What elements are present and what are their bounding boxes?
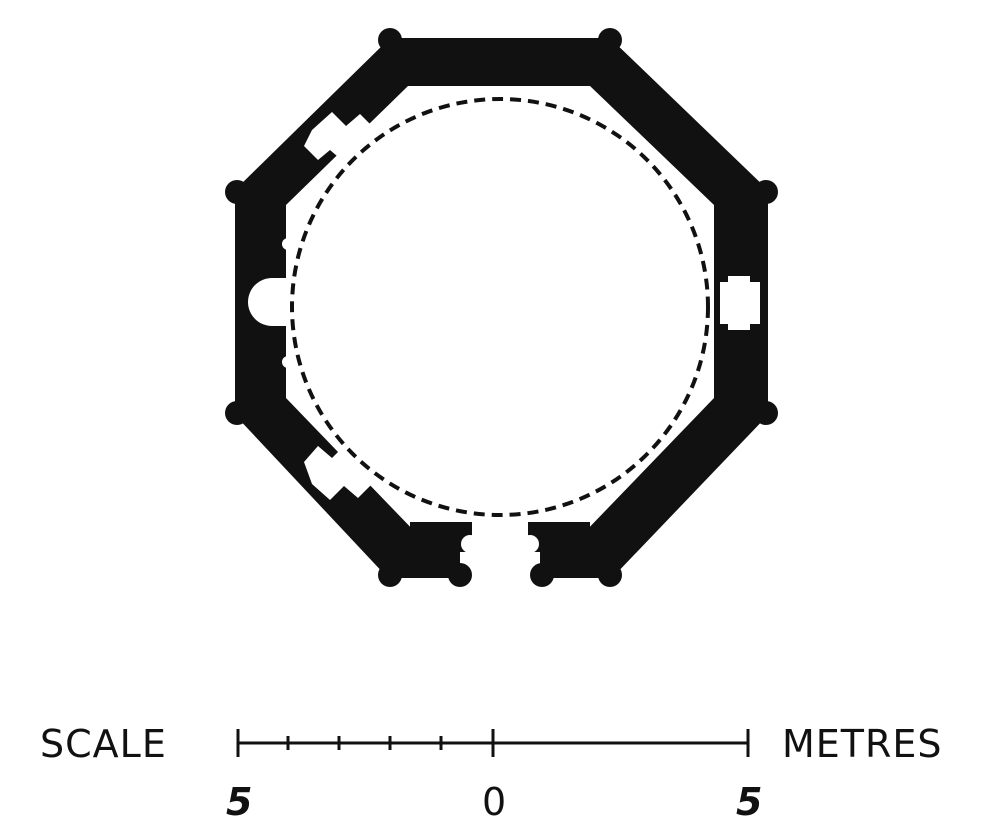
corner-column [754,401,778,425]
octagon-wall-ring [235,38,768,578]
niche-left-apse [248,278,288,326]
left-wall-bumps [282,238,294,368]
corner-columns [225,28,778,587]
door-jamb-left-end [461,535,479,553]
scale-tick-label-zero: 0 [482,780,506,824]
corner-column [754,180,778,204]
corner-column [378,563,402,587]
niche-right-inner [728,276,750,330]
niche-upper-left [304,112,378,162]
corner-column [378,28,402,52]
scale-ticks [236,729,750,757]
scale-label: SCALE [40,722,167,766]
building-walls [225,28,778,590]
scale-bar: SCALE METRES 5 0 5 [40,722,943,824]
door-jamb-right-end [521,535,539,553]
corner-column [598,563,622,587]
corner-column [598,28,622,52]
corner-column [225,180,249,204]
corner-column [530,563,554,587]
corner-column [225,401,249,425]
corner-column [448,563,472,587]
scale-unit-label: METRES [782,722,943,766]
scale-tick-label-right: 5 [736,780,762,824]
scale-tick-label-left: 5 [226,780,252,824]
dome-outline-dashed [290,97,710,517]
wall-niches [248,112,760,500]
niche-lower-left [304,446,378,500]
